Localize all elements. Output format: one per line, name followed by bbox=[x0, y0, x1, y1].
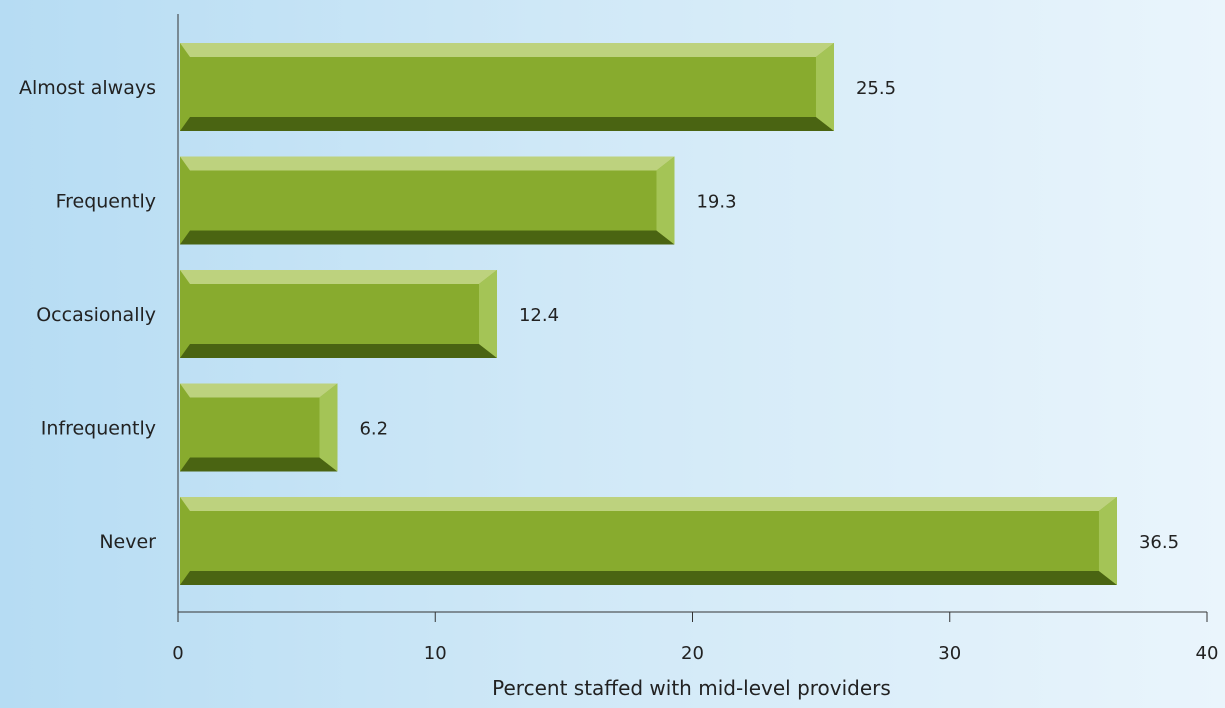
bar-face bbox=[180, 156, 675, 245]
category-label: Almost always bbox=[19, 77, 156, 99]
bar-bottom-bevel bbox=[180, 457, 338, 472]
value-label: 25.5 bbox=[856, 78, 896, 99]
bar-end-bevel bbox=[656, 156, 675, 245]
x-tick-label: 20 bbox=[681, 643, 704, 664]
bar-top-bevel bbox=[180, 270, 497, 284]
x-axis-title: Percent staffed with mid-level providers bbox=[492, 676, 891, 700]
bar-top-bevel bbox=[180, 383, 338, 398]
x-tick-label: 10 bbox=[424, 643, 447, 664]
value-label: 19.3 bbox=[696, 192, 736, 213]
bar-top-bevel bbox=[180, 43, 834, 57]
value-labels: 25.5 19.3 12.4 6.2 36.5 bbox=[359, 78, 1179, 553]
bar-face bbox=[180, 497, 1117, 585]
value-label: 12.4 bbox=[519, 305, 559, 326]
value-label: 36.5 bbox=[1139, 532, 1179, 553]
category-label: Never bbox=[99, 531, 156, 553]
bar-top-bevel bbox=[180, 156, 675, 171]
bar-bottom-bevel bbox=[180, 230, 675, 245]
bar bbox=[180, 497, 1117, 585]
category-label: Infrequently bbox=[41, 418, 156, 440]
bar-face bbox=[180, 270, 497, 358]
category-label: Occasionally bbox=[36, 304, 156, 326]
bar-face bbox=[180, 43, 834, 131]
category-label: Frequently bbox=[56, 191, 156, 213]
bar bbox=[180, 383, 338, 472]
bar-bottom-bevel bbox=[180, 344, 497, 358]
value-label: 6.2 bbox=[359, 419, 388, 440]
x-axis-ticks: 0 10 20 30 40 bbox=[172, 612, 1218, 664]
x-tick-label: 30 bbox=[938, 643, 961, 664]
bar-end-bevel bbox=[478, 270, 497, 358]
bar bbox=[180, 43, 834, 131]
bar-bottom-bevel bbox=[180, 117, 834, 131]
x-tick-label: 40 bbox=[1196, 643, 1219, 664]
bar bbox=[180, 156, 675, 245]
bar-face bbox=[180, 383, 338, 472]
bar bbox=[180, 270, 497, 358]
bar-end-bevel bbox=[815, 43, 834, 131]
bar-end-bevel bbox=[319, 383, 338, 472]
bar-top-bevel bbox=[180, 497, 1117, 511]
bar-end-bevel bbox=[1098, 497, 1117, 585]
bars-group bbox=[180, 43, 1117, 585]
x-tick-label: 0 bbox=[172, 643, 183, 664]
bar-bottom-bevel bbox=[180, 571, 1117, 585]
category-labels: Almost always Frequently Occasionally Infre… bbox=[19, 77, 156, 553]
